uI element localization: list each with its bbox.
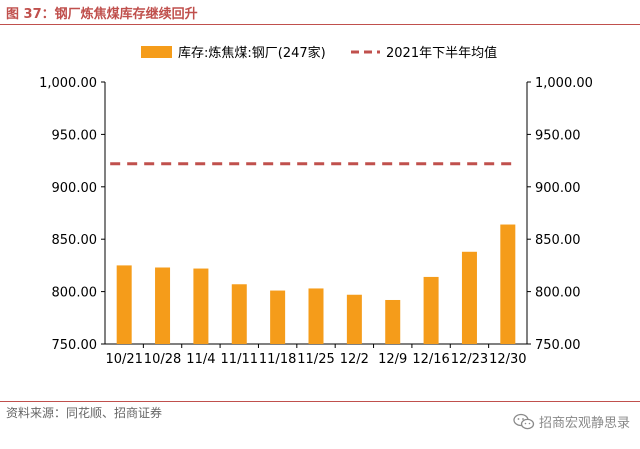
x-tick-label: 10/21	[105, 352, 142, 367]
watermark-text: 招商宏观静思录	[538, 416, 630, 431]
wechat-icon	[513, 413, 535, 429]
x-tick-label: 11/11	[221, 352, 258, 367]
y-tick-label-right: 900.00	[535, 181, 581, 196]
x-tick-label: 12/30	[489, 352, 526, 367]
bar	[116, 265, 132, 344]
x-tick-label: 11/25	[297, 352, 334, 367]
y-tick-label-right: 950.00	[535, 128, 581, 143]
figure-header: 图 37：钢厂炼焦煤库存继续回升	[0, 0, 640, 26]
bar	[500, 224, 516, 344]
legend-label-bar: 库存:炼焦煤:钢厂(247家)	[178, 45, 326, 61]
bar	[155, 267, 171, 344]
x-tick-label: 11/4	[186, 352, 215, 367]
bar	[270, 290, 286, 344]
watermark: 招商宏观静思录	[513, 412, 630, 431]
x-tick-label: 12/16	[412, 352, 449, 367]
bar	[231, 284, 247, 344]
legend-swatch-bar	[141, 46, 172, 58]
bar	[346, 294, 362, 344]
y-tick-label-left: 850.00	[52, 233, 98, 248]
y-tick-label-right: 750.00	[535, 338, 581, 353]
x-tick-label: 12/9	[378, 352, 407, 367]
x-tick-label: 10/28	[144, 352, 181, 367]
source-note: 资料来源：同花顺、招商证券	[6, 406, 163, 420]
bar	[461, 251, 477, 344]
bar	[423, 276, 439, 344]
title-divider	[0, 24, 640, 25]
x-tick-label: 11/18	[259, 352, 296, 367]
bar	[308, 288, 324, 344]
bar	[385, 299, 401, 344]
y-tick-label-right: 1,000.00	[535, 76, 593, 91]
figure-title: 图 37：钢厂炼焦煤库存继续回升	[6, 7, 198, 22]
y-tick-label-right: 800.00	[535, 286, 581, 301]
y-tick-label-left: 800.00	[52, 286, 98, 301]
source-divider	[0, 401, 640, 402]
x-tick-label: 12/2	[340, 352, 369, 367]
x-tick-label: 12/23	[451, 352, 488, 367]
y-tick-label-left: 750.00	[52, 338, 98, 353]
y-tick-label-left: 950.00	[52, 128, 98, 143]
y-tick-label-left: 900.00	[52, 181, 98, 196]
y-tick-label-right: 850.00	[535, 233, 581, 248]
chart: 1,000.00 1,000.00 950.00 950.00 900.00 900.00…	[39, 45, 593, 367]
legend-label-line: 2021年下半年均值	[386, 45, 497, 61]
y-tick-label-left: 1,000.00	[39, 76, 97, 91]
bar	[193, 268, 209, 344]
